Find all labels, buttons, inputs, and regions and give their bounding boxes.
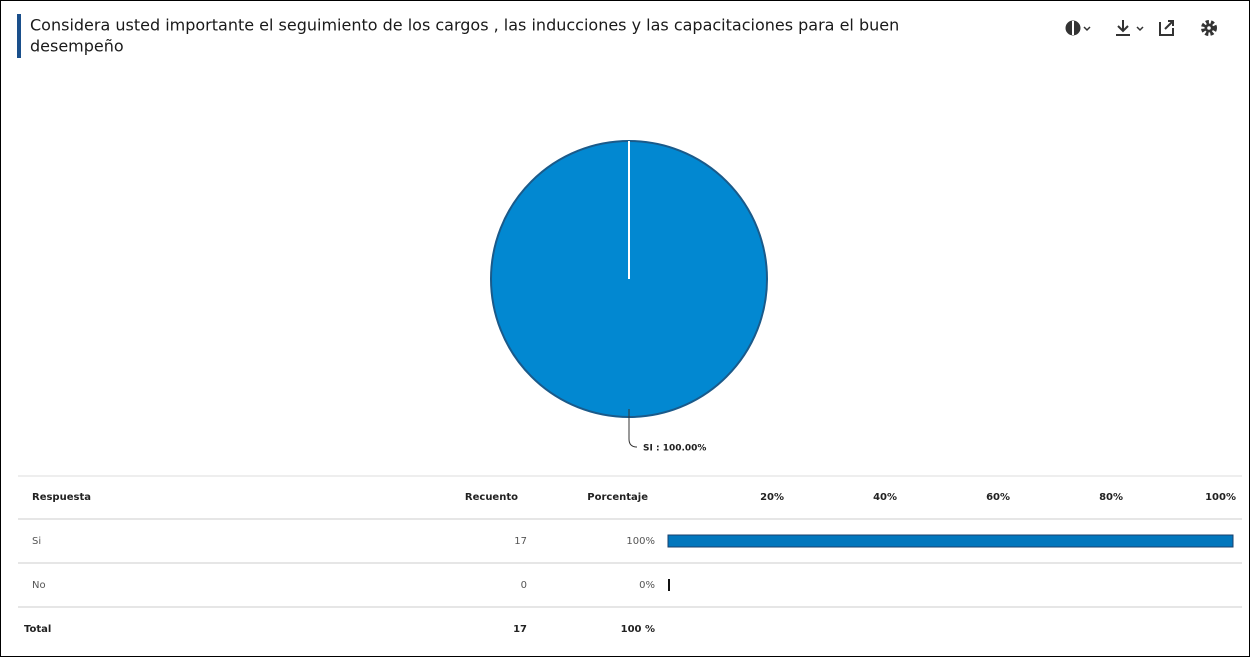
leader-line: [628, 409, 638, 448]
percent-bar: [667, 534, 1234, 548]
title-accent: [17, 14, 21, 58]
chart-title: Considera usted importante el seguimient…: [30, 16, 899, 35]
settings-button[interactable]: [1201, 20, 1217, 36]
pie: SI : 100.00%: [490, 140, 768, 454]
download-button[interactable]: [1116, 20, 1144, 36]
chart-title-line2: desempeño: [30, 37, 124, 56]
header-percent: Porcentaje: [587, 492, 648, 503]
row-count: 17: [514, 536, 527, 547]
data-label: SI : 100.00%: [643, 444, 706, 454]
row-percent: 100%: [626, 536, 655, 547]
chart-type-button[interactable]: [1065, 20, 1091, 36]
share-button[interactable]: [1159, 20, 1174, 36]
row-answer: Si: [32, 536, 41, 547]
total-count: 17: [513, 624, 527, 635]
header-answer: Respuesta: [32, 492, 91, 503]
scale-tick-label: 100%: [1205, 492, 1236, 503]
row-answer: No: [32, 580, 46, 591]
row-percent: 0%: [639, 580, 655, 591]
scale-tick-label: 20%: [760, 492, 784, 503]
header-count: Recuento: [465, 492, 518, 503]
table: Respuesta Recuento Porcentaje 20% 40% 60% 8…: [18, 475, 1242, 635]
toolbar: [1065, 20, 1217, 36]
scale-tick-label: 40%: [873, 492, 897, 503]
scale-tick-label: 60%: [986, 492, 1010, 503]
total-label: Total: [24, 624, 51, 635]
scale-tick-label: 80%: [1099, 492, 1123, 503]
row-count: 0: [521, 580, 527, 591]
total-percent: 100 %: [621, 624, 655, 635]
percent-bar: [668, 579, 670, 591]
